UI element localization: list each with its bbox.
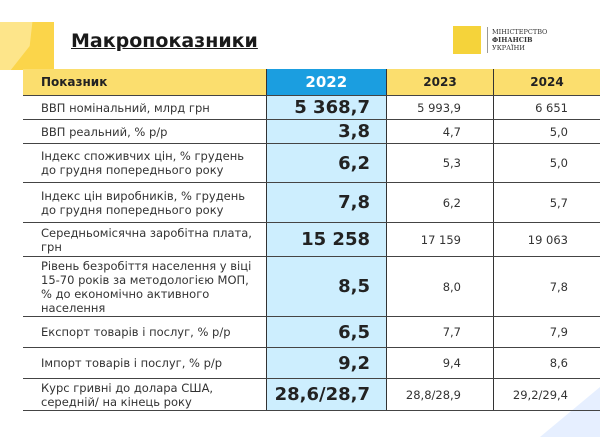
trident-logo-icon: [453, 26, 481, 54]
value-2024: 29,2/29,4: [493, 378, 600, 411]
value-2024: 7,9: [493, 316, 600, 348]
table-row: Курс гривні до долара США, середній/ на …: [23, 378, 600, 411]
value-2023: 6,2: [386, 182, 494, 223]
value-2022: 3,8: [265, 119, 388, 144]
table-row: Експорт товарів і послуг, % р/р 6,5 7,7 7,9: [23, 316, 600, 348]
indicator-label: Індекс споживчих цін, % грудень до грудн…: [23, 143, 267, 183]
value-2022: 28,6/28,7: [265, 378, 388, 411]
value-2023: 9,4: [386, 347, 494, 379]
value-2024: 6 651: [493, 95, 600, 120]
logo-line: МІНІСТЕРСТВО: [492, 28, 548, 36]
value-2023: 17 159: [386, 222, 494, 257]
logo-line: ФІНАНСІВ: [492, 36, 533, 44]
value-2022: 15 258: [265, 222, 388, 257]
table-row: Індекс споживчих цін, % грудень до грудн…: [23, 143, 600, 183]
value-2024: 5,0: [493, 119, 600, 144]
value-2022: 6,5: [265, 316, 388, 348]
indicator-label: Середньомісячна заробітна плата, грн: [23, 222, 267, 257]
table-row: Рівень безробіття населення у віці 15-70…: [23, 256, 600, 317]
value-2024: 8,6: [493, 347, 600, 379]
logo-line: УКРАЇНИ: [492, 44, 525, 52]
indicator-label: Курс гривні до долара США, середній/ на …: [23, 378, 267, 411]
page-title: Макропоказники: [71, 30, 258, 52]
value-2024: 5,7: [493, 182, 600, 223]
value-2024: 5,0: [493, 143, 600, 183]
table-row: Імпорт товарів і послуг, % р/р 9,2 9,4 8,6: [23, 347, 600, 379]
divider: [487, 27, 488, 53]
value-2023: 28,8/28,9: [386, 378, 494, 411]
table-row: Середньомісячна заробітна плата, грн 15 2…: [23, 222, 600, 257]
value-2023: 5 993,9: [386, 95, 494, 120]
value-2023: 5,3: [386, 143, 494, 183]
column-header-2022: 2022: [265, 69, 388, 96]
indicator-label: ВВП номінальний, млрд грн: [23, 95, 267, 120]
value-2022: 8,5: [265, 256, 388, 317]
macro-indicators-table: Показник 2022 2023 2024 ВВП номінальний,…: [23, 69, 600, 411]
value-2022: 7,8: [265, 182, 388, 223]
value-2022: 5 368,7: [265, 95, 388, 120]
indicator-label: ВВП реальний, % р/р: [23, 119, 267, 144]
ministry-logo: МІНІСТЕРСТВО ФІНАНСІВ УКРАЇНИ: [453, 26, 547, 54]
indicator-label: Рівень безробіття населення у віці 15-70…: [23, 256, 267, 317]
indicator-label: Імпорт товарів і послуг, % р/р: [23, 347, 267, 379]
value-2024: 7,8: [493, 256, 600, 317]
value-2023: 4,7: [386, 119, 494, 144]
column-header: Показник: [23, 69, 267, 96]
column-header-2023: 2023: [386, 69, 494, 96]
value-2022: 6,2: [265, 143, 388, 183]
value-2024: 19 063: [493, 222, 600, 257]
indicator-label: Індекс цін виробників, % грудень до груд…: [23, 182, 267, 223]
table-row: ВВП номінальний, млрд грн 5 368,7 5 993,9 6…: [23, 95, 600, 120]
table-row: Індекс цін виробників, % грудень до груд…: [23, 182, 600, 223]
table-row: ВВП реальний, % р/р 3,8 4,7 5,0: [23, 119, 600, 144]
value-2023: 7,7: [386, 316, 494, 348]
value-2023: 8,0: [386, 256, 494, 317]
value-2022: 9,2: [265, 347, 388, 379]
column-header-2024: 2024: [493, 69, 600, 96]
indicator-label: Експорт товарів і послуг, % р/р: [23, 316, 267, 348]
